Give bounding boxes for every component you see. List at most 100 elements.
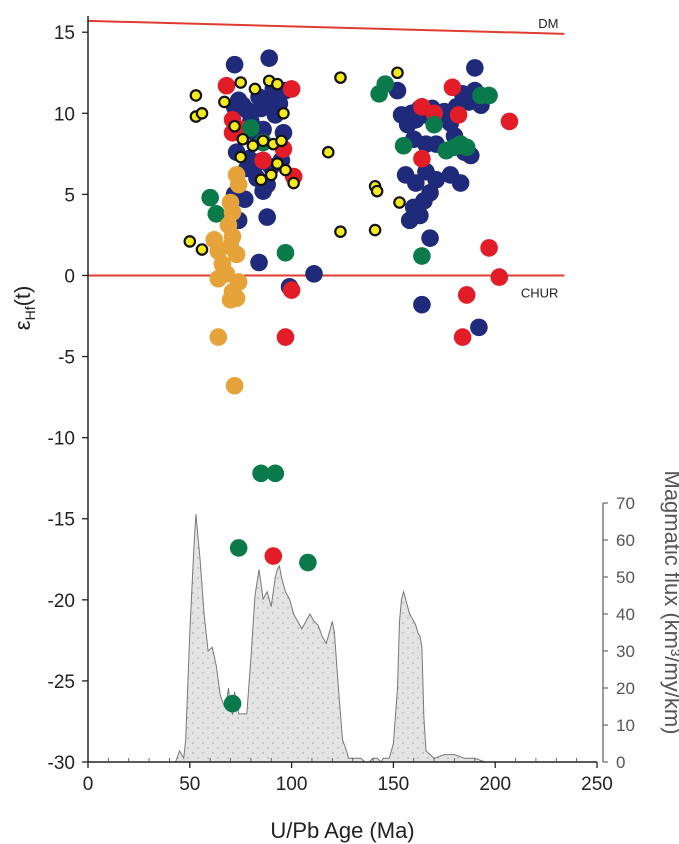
dm-label: DM <box>538 16 558 31</box>
reference-lines: DM CHUR <box>87 16 565 300</box>
y-axis-title-suffix: (t) <box>10 286 35 307</box>
y-tick-label: 5 <box>64 185 75 206</box>
red-point <box>264 547 283 565</box>
yellow-point <box>234 76 247 89</box>
red-point <box>217 76 236 95</box>
flux-tick-label: 70 <box>616 494 635 513</box>
flux-area-layer <box>174 514 496 763</box>
yellow-point <box>275 134 288 148</box>
red-point <box>480 239 498 257</box>
green-point <box>425 115 443 134</box>
x-axis-title: U/Pb Age (Ma) <box>270 818 414 843</box>
green-point <box>223 694 242 713</box>
x-tick-label: 100 <box>276 774 308 795</box>
orange-point <box>225 376 244 395</box>
yellow-point <box>368 223 382 237</box>
x-tick-label: 150 <box>378 774 410 795</box>
flux-tick-label: 60 <box>616 531 635 550</box>
chur-label: CHUR <box>521 285 559 300</box>
yellow-point <box>195 243 209 256</box>
navy-point <box>250 253 268 272</box>
green-point <box>252 464 270 483</box>
red-point <box>490 268 509 286</box>
green-point <box>299 553 317 572</box>
red-point <box>500 112 519 131</box>
navy-point <box>470 318 488 337</box>
axes <box>87 16 604 763</box>
navy-point <box>254 182 272 200</box>
flux-tick-label: 40 <box>616 605 635 624</box>
yellow-point <box>189 89 203 102</box>
green-point <box>207 205 226 223</box>
y-axis-title-sub: Hf <box>22 306 38 320</box>
green-point <box>480 86 498 105</box>
navy-point <box>400 211 419 230</box>
y-tick-label: -20 <box>48 591 75 612</box>
flux-tick-label: 10 <box>616 716 635 735</box>
yellow-point <box>254 173 268 187</box>
yellow-point <box>334 225 347 238</box>
yellow-point <box>277 107 290 120</box>
navy-point <box>235 190 254 209</box>
yellow-point <box>256 134 270 148</box>
red-point <box>443 78 462 97</box>
yellow-point <box>195 107 209 120</box>
yellow-point <box>271 157 284 170</box>
orange-point <box>221 291 240 309</box>
yellow-point <box>183 235 197 248</box>
yellow-point <box>218 95 231 109</box>
red-point <box>254 151 272 170</box>
y-tick-label: -15 <box>48 510 75 531</box>
yellow-point <box>321 145 335 159</box>
y-tick-label: -10 <box>48 429 75 450</box>
red-point <box>449 106 468 124</box>
y-axis-title: εHf(t) <box>10 286 38 331</box>
yellow-point <box>228 119 241 133</box>
navy-point <box>421 229 439 247</box>
green-point <box>229 539 248 557</box>
green-point <box>394 136 413 155</box>
navy-point <box>258 208 276 226</box>
y-axis-title-main: ε <box>10 320 35 330</box>
orange-point <box>229 175 248 194</box>
x-tick-label: 250 <box>581 774 613 795</box>
red-point <box>453 328 472 346</box>
yellow-point <box>264 168 278 182</box>
green-point <box>376 75 395 93</box>
navy-point <box>225 55 244 74</box>
navy-point <box>421 183 439 202</box>
magmatic-flux-area <box>174 514 496 763</box>
navy-point <box>305 265 323 283</box>
flux-axis-title: Magmatic flux (km³/my/km) <box>660 471 679 735</box>
points-layer <box>183 49 519 713</box>
y-tick-label: 10 <box>54 104 75 125</box>
green-point <box>201 188 219 207</box>
yellow-point <box>279 163 292 177</box>
red-point <box>413 149 431 168</box>
navy-point <box>466 59 484 77</box>
y-tick-label: -5 <box>58 348 75 369</box>
flux-tick-label: 50 <box>616 568 635 587</box>
yellow-point <box>287 176 300 190</box>
green-point <box>413 247 431 265</box>
red-point <box>276 328 295 346</box>
green-point <box>242 119 260 137</box>
x-tick-label: 50 <box>179 774 200 795</box>
x-tick-label: 0 <box>83 774 94 795</box>
y-tick-label: 15 <box>54 23 75 44</box>
x-tick-label: 200 <box>479 774 511 795</box>
yellow-point <box>334 71 347 84</box>
y-tick-label: -30 <box>48 753 75 774</box>
yellow-point <box>391 66 404 80</box>
orange-point <box>227 245 246 264</box>
green-point <box>266 464 285 483</box>
green-point <box>276 243 295 262</box>
navy-point <box>260 49 279 67</box>
yellow-point <box>393 196 406 209</box>
yellow-point <box>248 82 262 96</box>
yellow-point <box>236 132 250 146</box>
dm-reference-line <box>87 19 565 35</box>
navy-point <box>413 295 431 314</box>
